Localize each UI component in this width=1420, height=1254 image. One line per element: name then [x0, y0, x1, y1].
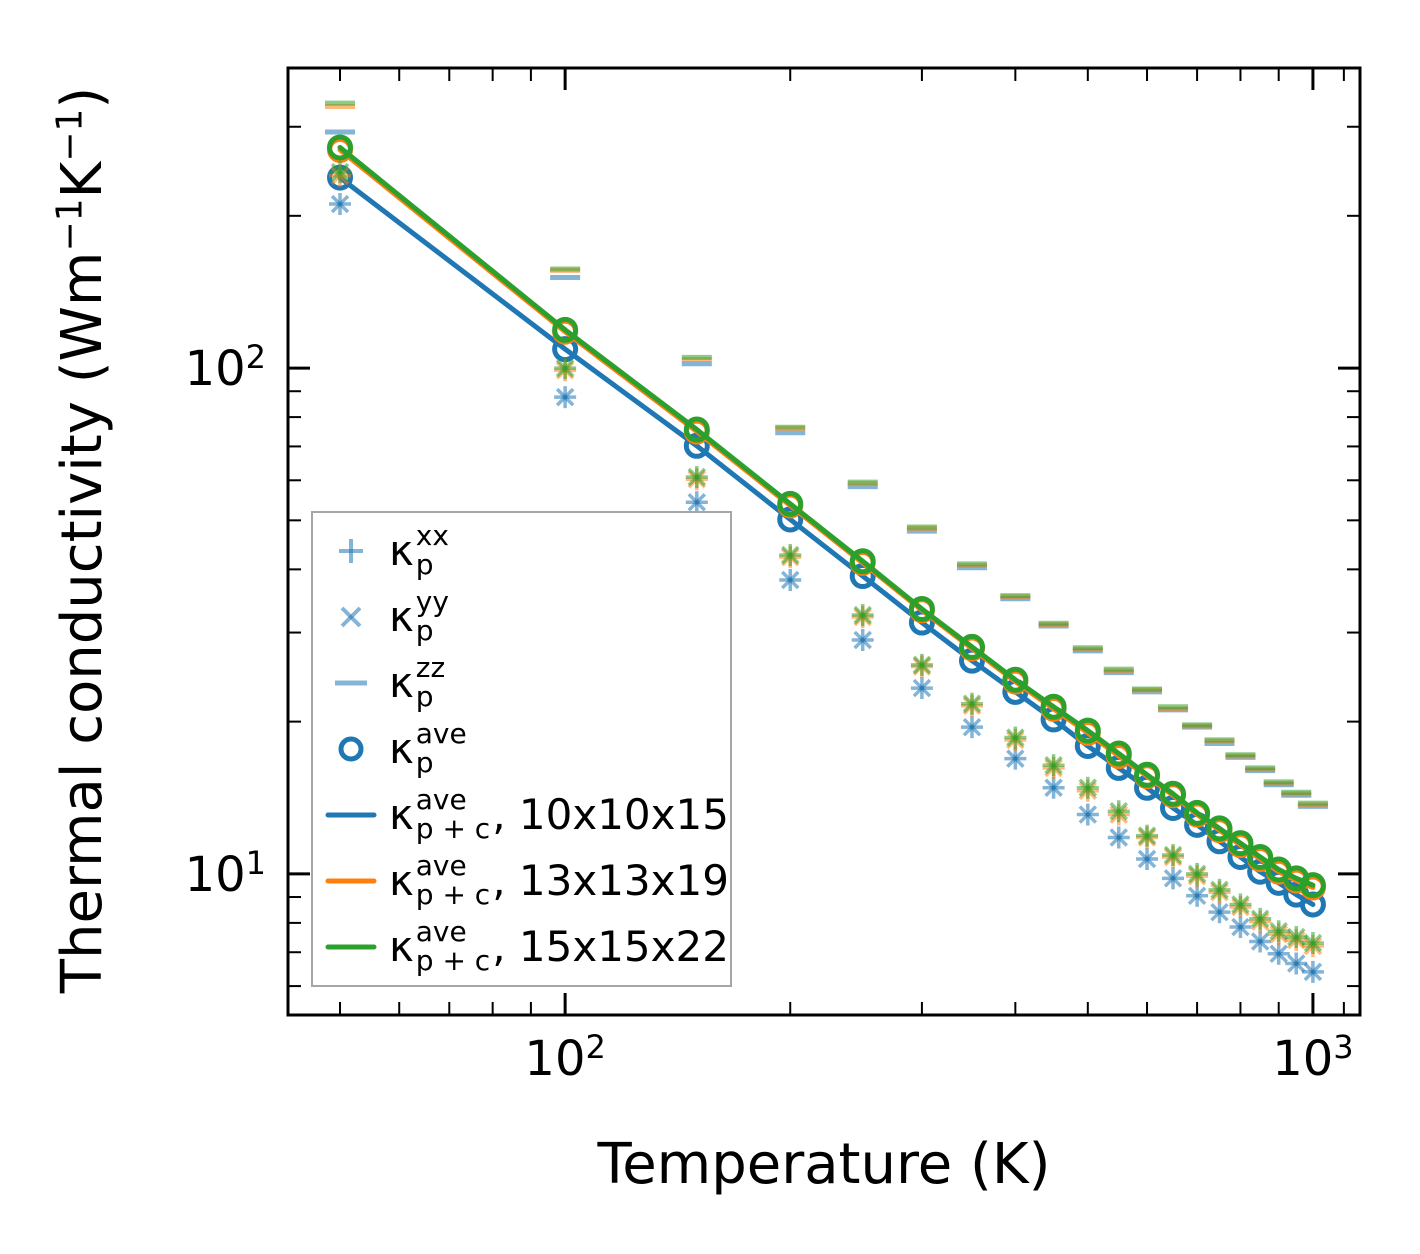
- legend-line-icon: [325, 878, 377, 884]
- legend-label: κ xx p: [389, 519, 449, 581]
- legend-row-0: κ xx p: [313, 518, 730, 584]
- legend-line-icon: [325, 812, 377, 818]
- legend-label: κ ave p + c, 13x13x19: [389, 849, 729, 911]
- legend-label: κ ave p + c, 10x10x15: [389, 783, 729, 845]
- x-tick-label: 102: [524, 1028, 606, 1087]
- legend-label: κ zz p: [389, 651, 446, 713]
- legend-label: κ yy p: [389, 585, 449, 647]
- legend-row-5: κ ave p + c, 13x13x19: [313, 848, 730, 914]
- legend-label: κ ave p + c, 15x15x22: [389, 915, 729, 977]
- legend-marker: [313, 529, 389, 573]
- y-tick-label: 102: [184, 338, 266, 398]
- legend-label: κ ave p: [389, 717, 467, 779]
- line-kappa-p-plus-c-ave-15x15x22: [337, 144, 1316, 888]
- legend-marker: [313, 727, 389, 771]
- legend: κ xx p κ yy p κ zz p κ ave p κ ave p + c, 10x10x15 κ ave…: [311, 511, 732, 987]
- legend-row-3: κ ave p: [313, 716, 730, 782]
- x-tick-label: 103: [1272, 1028, 1354, 1087]
- legend-marker: [313, 859, 389, 903]
- legend-dash-icon: [335, 680, 367, 686]
- legend-marker: [313, 925, 389, 969]
- legend-row-4: κ ave p + c, 10x10x15: [313, 782, 730, 848]
- legend-marker: [313, 595, 389, 639]
- legend-marker: [313, 793, 389, 837]
- series-group-15x15x22: [325, 100, 1328, 955]
- legend-row-6: κ ave p + c, 15x15x22: [313, 914, 730, 980]
- legend-row-1: κ yy p: [313, 584, 730, 650]
- legend-line-icon: [325, 944, 377, 950]
- legend-plus-icon: [339, 539, 363, 563]
- legend-circle-icon: [338, 736, 364, 762]
- plot-spines: [286, 66, 1362, 1017]
- y-tick-label: 101: [184, 843, 266, 903]
- legend-row-2: κ zz p: [313, 650, 730, 716]
- x-axis-label: Temperature (K): [597, 1132, 1051, 1197]
- y-axis-label: Thermal conductivity (Wm−1K−1): [49, 86, 116, 994]
- legend-x-icon: [340, 606, 362, 628]
- axis-ticks: [288, 68, 1360, 1015]
- legend-marker: [313, 661, 389, 705]
